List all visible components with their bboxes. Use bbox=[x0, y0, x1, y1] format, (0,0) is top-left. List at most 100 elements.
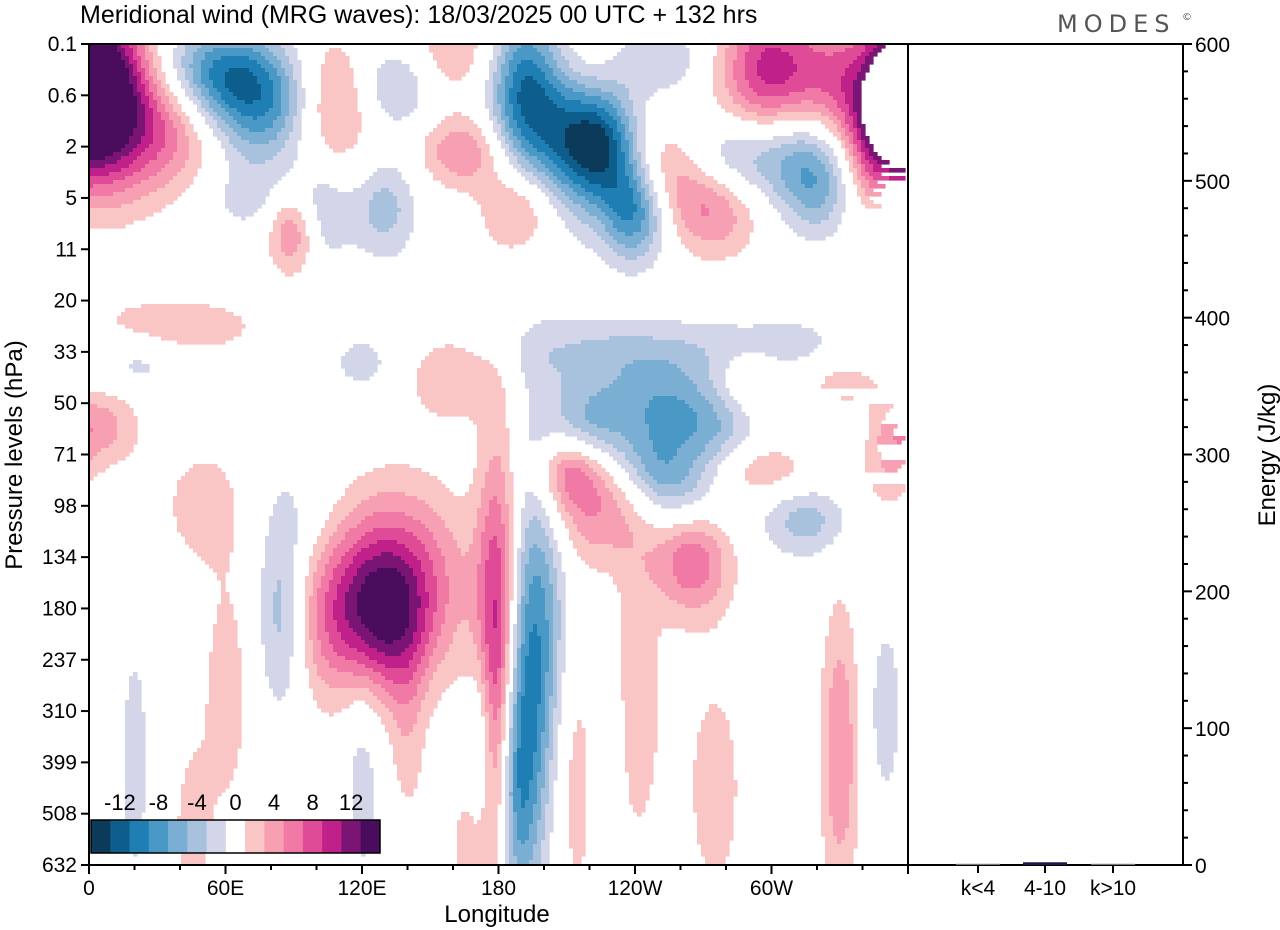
heatmap-cell bbox=[557, 592, 566, 597]
heatmap-cell bbox=[265, 540, 298, 545]
heatmap-cell bbox=[537, 632, 550, 637]
heatmap-cell bbox=[173, 496, 234, 501]
heatmap-cell bbox=[561, 608, 566, 613]
heatmap-cell bbox=[593, 480, 606, 485]
heatmap-cell bbox=[761, 152, 794, 157]
heatmap-cell bbox=[125, 48, 134, 53]
heatmap-cell bbox=[521, 624, 526, 629]
heatmap-cell bbox=[441, 180, 502, 185]
heatmap-cell bbox=[549, 712, 554, 717]
heatmap-cell bbox=[89, 456, 94, 461]
heatmap-cell bbox=[549, 720, 554, 725]
heatmap-cell bbox=[569, 824, 586, 829]
heatmap-cell bbox=[281, 108, 290, 113]
heatmap-cell bbox=[449, 76, 462, 81]
heatmap-cell bbox=[517, 568, 522, 573]
heatmap-cell bbox=[637, 256, 658, 261]
heatmap-cell bbox=[549, 772, 558, 777]
heatmap-cell bbox=[725, 140, 798, 145]
heatmap-cell bbox=[485, 720, 490, 725]
heatmap-cell bbox=[885, 776, 890, 781]
heatmap-cell bbox=[93, 184, 134, 189]
heatmap-cell bbox=[509, 508, 514, 513]
heatmap-cell bbox=[481, 704, 486, 709]
heatmap-cell bbox=[701, 848, 730, 853]
heatmap-cell bbox=[617, 584, 658, 589]
heatmap-cell bbox=[613, 576, 650, 581]
heatmap-cell bbox=[665, 176, 678, 181]
heatmap-cell bbox=[625, 256, 638, 261]
heatmap-cell bbox=[313, 648, 322, 653]
heatmap-cell bbox=[493, 672, 498, 677]
heatmap-cell bbox=[309, 572, 314, 577]
heatmap-cell bbox=[413, 728, 426, 733]
heatmap-cell bbox=[345, 612, 358, 617]
heatmap-cell bbox=[509, 832, 514, 837]
heatmap-cell bbox=[521, 660, 526, 665]
heatmap-cell bbox=[861, 168, 866, 173]
heatmap-cell bbox=[541, 320, 682, 325]
heatmap-cell bbox=[557, 684, 562, 689]
heatmap-cell bbox=[637, 140, 646, 145]
heatmap-cell bbox=[629, 184, 638, 189]
heatmap-cell bbox=[89, 164, 106, 169]
heatmap-cell bbox=[581, 220, 602, 225]
heatmap-cell bbox=[793, 208, 834, 213]
heatmap-cell bbox=[617, 124, 626, 129]
longitude-tick-label: 60W bbox=[750, 877, 793, 900]
heatmap-cell bbox=[545, 780, 550, 785]
heatmap-cell bbox=[565, 508, 582, 513]
heatmap-cell bbox=[621, 216, 634, 221]
heatmap-cell bbox=[521, 592, 526, 597]
heatmap-cell bbox=[329, 244, 342, 249]
heatmap-cell bbox=[561, 600, 566, 605]
heatmap-cell bbox=[853, 748, 858, 753]
heatmap-cell bbox=[133, 672, 138, 677]
pressure-tick-label: 5 bbox=[65, 187, 77, 210]
heatmap-cell bbox=[849, 112, 858, 117]
heatmap-cell bbox=[265, 56, 278, 61]
heatmap-cell bbox=[505, 484, 514, 489]
heatmap-cell bbox=[517, 676, 522, 681]
heatmap-cell bbox=[89, 432, 118, 437]
heatmap-cell bbox=[517, 616, 522, 621]
heatmap-cell bbox=[545, 604, 554, 609]
heatmap-cell bbox=[705, 860, 726, 865]
heatmap-cell bbox=[561, 216, 578, 221]
heatmap-cell bbox=[433, 624, 442, 629]
heatmap-cell bbox=[305, 640, 314, 645]
heatmap-cell bbox=[513, 776, 518, 781]
heatmap-cell bbox=[589, 464, 602, 469]
heatmap-cell bbox=[865, 176, 874, 181]
heatmap-cell bbox=[541, 748, 546, 753]
heatmap-cell bbox=[513, 756, 518, 761]
heatmap-cell bbox=[385, 664, 410, 669]
heatmap-cell bbox=[609, 152, 618, 157]
heatmap-cell bbox=[441, 516, 478, 521]
heatmap-cell bbox=[597, 424, 650, 429]
heatmap-cell bbox=[377, 660, 410, 665]
heatmap-cell bbox=[405, 792, 414, 797]
heatmap-cell bbox=[517, 556, 522, 561]
heatmap-cell bbox=[505, 500, 514, 505]
heatmap-cell bbox=[641, 196, 646, 201]
heatmap-cell bbox=[553, 68, 562, 73]
heatmap-cell bbox=[513, 668, 518, 673]
heatmap-cell bbox=[521, 60, 534, 65]
heatmap-cell bbox=[205, 96, 214, 101]
heatmap-cell bbox=[849, 64, 862, 69]
heatmap-cell bbox=[477, 684, 486, 689]
heatmap-cell bbox=[629, 776, 654, 781]
heatmap-cell bbox=[513, 808, 534, 813]
heatmap-cell bbox=[833, 680, 850, 685]
heatmap-cell bbox=[289, 92, 298, 97]
heatmap-cell bbox=[433, 52, 474, 57]
heatmap-cell bbox=[501, 716, 506, 721]
heatmap-cell bbox=[553, 628, 562, 633]
heatmap-cell bbox=[133, 368, 150, 373]
heatmap-cell bbox=[549, 776, 558, 781]
heatmap-cell bbox=[221, 140, 230, 145]
heatmap-cell bbox=[297, 248, 310, 253]
heatmap-cell bbox=[661, 168, 702, 173]
heatmap-cell bbox=[121, 148, 134, 153]
